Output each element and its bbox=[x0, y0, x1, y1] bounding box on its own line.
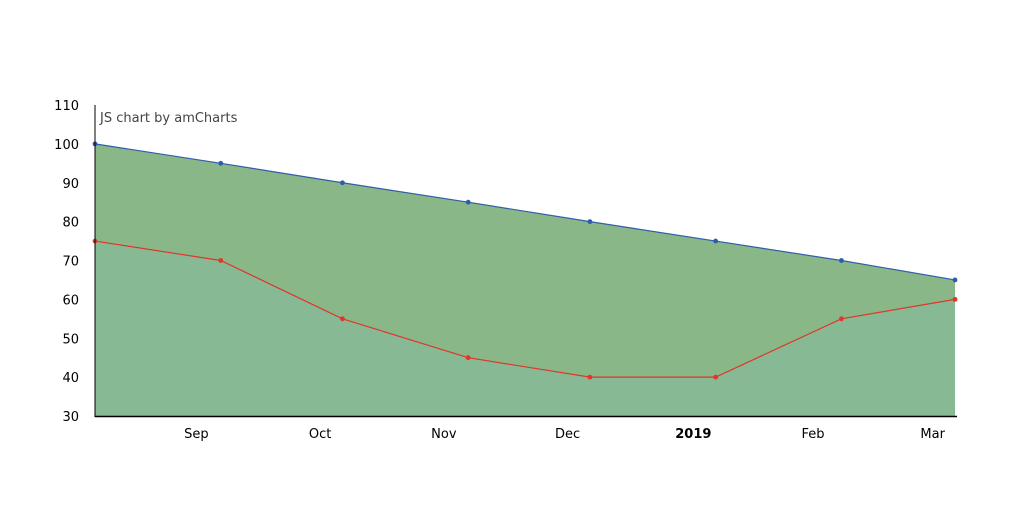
y-axis-ticks: 30 40 50 60 70 80 90 100 110 bbox=[54, 99, 79, 425]
series-1-point[interactable] bbox=[340, 180, 345, 186]
x-tick-label: Mar bbox=[920, 427, 945, 442]
series-1-point[interactable] bbox=[587, 219, 593, 225]
series-2-line[interactable] bbox=[94, 240, 956, 378]
series-1-point[interactable] bbox=[465, 199, 471, 205]
series-2-point[interactable] bbox=[218, 258, 224, 263]
series-1-point[interactable] bbox=[839, 258, 844, 263]
series-2-area bbox=[95, 241, 955, 416]
y-tick-label: 70 bbox=[62, 255, 79, 270]
series-1-point[interactable] bbox=[218, 160, 224, 166]
series-areas bbox=[95, 143, 955, 416]
x-axis-ticks: Sep Oct Nov Dec 2019 Feb Mar bbox=[184, 427, 945, 442]
x-tick-label: 2019 bbox=[675, 427, 711, 442]
y-tick-label: 60 bbox=[62, 293, 79, 308]
series-1-point[interactable] bbox=[713, 238, 719, 244]
series-2-point[interactable] bbox=[952, 296, 958, 302]
series-2-point[interactable] bbox=[465, 355, 471, 361]
y-tick-label: 110 bbox=[54, 99, 79, 114]
x-tick-label: Feb bbox=[802, 427, 825, 442]
x-tick-label: Sep bbox=[184, 427, 209, 442]
y-tick-label: 90 bbox=[62, 177, 79, 192]
y-tick-label: 50 bbox=[62, 332, 79, 347]
series-2-point[interactable] bbox=[839, 316, 844, 322]
series-2-point[interactable] bbox=[713, 374, 719, 380]
series-1-point[interactable] bbox=[952, 277, 958, 283]
x-tick-label: Nov bbox=[431, 427, 457, 442]
x-tick-label: Oct bbox=[309, 427, 331, 442]
series-2-point[interactable] bbox=[587, 374, 593, 380]
series-lines bbox=[94, 143, 956, 378]
y-tick-label: 40 bbox=[62, 371, 79, 386]
y-tick-label: 100 bbox=[54, 138, 79, 153]
y-tick-label: 80 bbox=[62, 216, 79, 231]
x-tick-label: Dec bbox=[555, 427, 580, 442]
series-1-line[interactable] bbox=[94, 143, 956, 281]
y-tick-label: 30 bbox=[62, 410, 79, 425]
axes bbox=[94, 105, 957, 418]
chart-credit[interactable]: JS chart by amCharts bbox=[99, 111, 238, 126]
series-2-point[interactable] bbox=[340, 316, 345, 322]
